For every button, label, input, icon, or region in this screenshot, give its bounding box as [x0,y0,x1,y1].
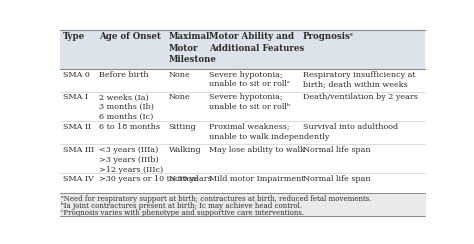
Text: Normal life span: Normal life span [303,146,370,154]
Text: None: None [169,71,191,79]
Bar [61,193,426,217]
Text: SMA IV: SMA IV [64,175,94,183]
Text: May lose ability to walk: May lose ability to walk [209,146,305,154]
Text: Normal life span: Normal life span [303,175,370,183]
Text: Type: Type [64,32,85,41]
Text: 2 weeks (Ia)
3 months (Ib)
6 months (Ic): 2 weeks (Ia) 3 months (Ib) 6 months (Ic) [99,93,154,121]
Bar [60,173,426,193]
Text: Death/ventilation by 2 years: Death/ventilation by 2 years [303,93,418,102]
Text: Walking: Walking [169,146,201,154]
Text: Age of Onset: Age of Onset [99,32,161,41]
Bar [60,30,426,69]
Text: Motor Ability and
Additional Features: Motor Ability and Additional Features [209,32,304,52]
Text: Mild motor Impairment: Mild motor Impairment [209,175,305,183]
Text: ᵇIa joint contractures present at birth; Ic may achieve head control.: ᵇIa joint contractures present at birth;… [62,202,302,210]
Text: Respiratory insufficiency at
birth; death within weeks: Respiratory insufficiency at birth; deat… [303,71,415,89]
Text: Before birth: Before birth [99,71,148,79]
Text: Severe hypotonia;
unable to sit or rollᵇ: Severe hypotonia; unable to sit or rollᵇ [209,93,290,111]
Text: 6 to 18 months: 6 to 18 months [99,123,160,131]
Text: Proximal weakness;
unable to walk independently: Proximal weakness; unable to walk indepe… [209,123,329,141]
Text: SMA 0: SMA 0 [64,71,90,79]
Text: Prognosisᶜ: Prognosisᶜ [303,32,355,41]
Text: Sitting: Sitting [169,123,196,131]
Text: None: None [169,93,191,102]
Text: SMA III: SMA III [64,146,94,154]
Bar [60,92,426,121]
Bar [60,69,426,92]
Text: Maximal
Motor
Milestone: Maximal Motor Milestone [169,32,217,64]
Bar [60,193,426,216]
Text: SMA II: SMA II [64,123,91,131]
Bar [60,144,426,173]
Text: Normal: Normal [169,175,199,183]
Text: <3 years (IIIa)
>3 years (IIIb)
>12 years (IIIc): <3 years (IIIa) >3 years (IIIb) >12 year… [99,146,163,174]
Text: Survival into adulthood: Survival into adulthood [303,123,398,131]
Bar [60,121,426,144]
Text: >30 years or 10 to 30 years: >30 years or 10 to 30 years [99,175,212,183]
Text: SMA I: SMA I [64,93,88,102]
Text: ᶜPrognosis varies with phenotype and supportive care interventions.: ᶜPrognosis varies with phenotype and sup… [62,209,305,217]
Text: ᵃNeed for respiratory support at birth; contractures at birth, reduced fetal mov: ᵃNeed for respiratory support at birth; … [62,195,372,203]
Text: Severe hypotonia;
unable to sit or rollᵃ: Severe hypotonia; unable to sit or rollᵃ [209,71,290,89]
